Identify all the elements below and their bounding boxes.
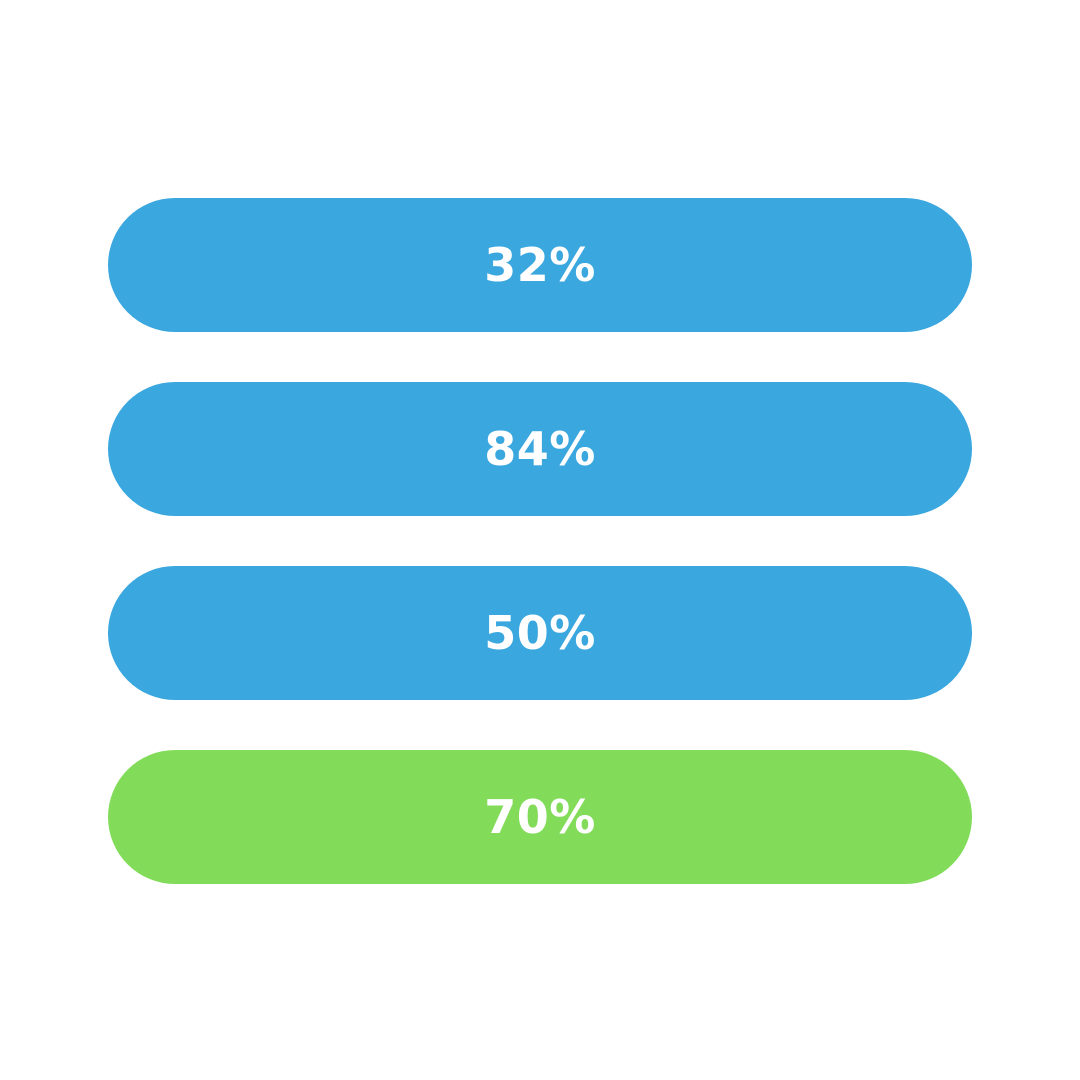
answer-option-4-correct[interactable]: 70% [108,750,972,884]
answer-option-3[interactable]: 50% [108,566,972,700]
answer-option-2[interactable]: 84% [108,382,972,516]
answer-option-label: 70% [484,790,596,844]
answer-option-label: 84% [484,422,596,476]
answer-option-label: 32% [484,238,596,292]
answer-options: 32% 84% 50% 70% [108,198,972,884]
answer-option-1[interactable]: 32% [108,198,972,332]
answer-option-label: 50% [484,606,596,660]
